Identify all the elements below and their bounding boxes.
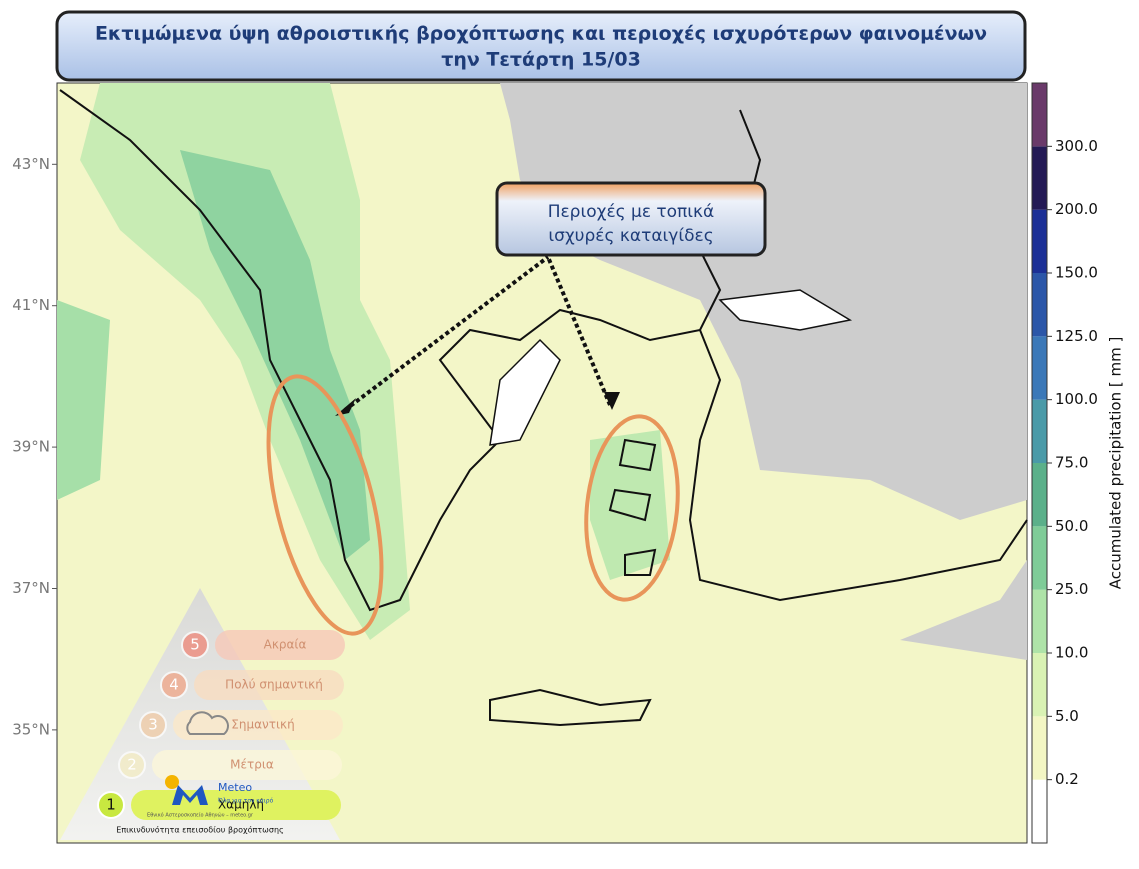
precip-area <box>57 300 110 500</box>
colorbar-tick-label: 150.0 <box>1055 264 1098 282</box>
colorbar-segment <box>1032 336 1047 400</box>
legend-title: Επικινδυνότητα επεισοδίου βροχόπτωσης <box>116 825 283 835</box>
colorbar-segment <box>1032 653 1047 717</box>
risk-legend: 5 Ακραία 4 Πολύ σημαντική 3 Σημαντική 2 Μέτρια 1… <box>60 588 345 840</box>
crete <box>489 688 652 727</box>
colorbar-tick-label: 10.0 <box>1055 644 1088 662</box>
outside-domain <box>900 560 1027 660</box>
colorbar: Accumulated precipitation [ mm ] 0.2 5.0 1… <box>1031 82 1125 844</box>
logo-org: Εθνικό Αστεροσκοπείο Αθηνών – meteo.gr <box>147 812 254 819</box>
colorbar-segment <box>1032 779 1047 843</box>
precip-area <box>180 150 370 560</box>
lat-label: 35°N <box>12 720 50 738</box>
colorbar-tick-label: 300.0 <box>1055 137 1098 155</box>
arrow <box>343 255 612 412</box>
colorbar-segment <box>1032 83 1047 147</box>
level-badge <box>118 751 146 779</box>
level-number: 3 <box>148 716 158 734</box>
level-number: 1 <box>106 796 116 814</box>
colorbar-tick-label: 0.2 <box>1055 770 1079 788</box>
highlight-ellipse <box>266 374 384 636</box>
colorbar-label: Accumulated precipitation [ mm ] <box>1107 337 1125 590</box>
annotation-text: ισχυρές καταιγίδες <box>548 226 713 246</box>
colorbar-tick-label: 200.0 <box>1055 200 1098 218</box>
logo-slogan: Όλα για τον καιρό <box>217 798 274 805</box>
level-badge <box>139 711 167 739</box>
annotation-frame <box>495 181 767 257</box>
level-number: 2 <box>127 756 137 774</box>
title: Εκτιμώμενα ύψη αθροιστικής βροχόπτωσης κ… <box>95 23 987 45</box>
title-frame <box>55 10 1027 82</box>
level-badge <box>181 631 209 659</box>
level-pill <box>173 710 343 740</box>
colorbar-tick-label: 75.0 <box>1055 454 1088 472</box>
title-box: Εκτιμώμενα ύψη αθροιστικής βροχόπτωσης κ… <box>55 10 1027 82</box>
colorbar-tick-label: 5.0 <box>1055 707 1079 725</box>
level-label: Ακραία <box>264 638 307 652</box>
level-pill <box>215 630 345 660</box>
colorbar-segment <box>1032 463 1047 527</box>
level-label: Πολύ σημαντική <box>225 678 323 692</box>
latitude-axis: 43°N 41°N 39°N 37°N 35°N <box>12 155 57 738</box>
colorbar-segment <box>1032 399 1047 463</box>
colorbar-segment <box>1032 209 1047 273</box>
colorbar-tick-label: 100.0 <box>1055 390 1098 408</box>
highlight-ellipse <box>584 414 680 602</box>
level-badge <box>97 791 125 819</box>
logo-mark <box>172 785 208 805</box>
colorbar-segment <box>1032 526 1047 590</box>
colorbar-segment <box>1032 146 1047 210</box>
colorbar-tick-label: 25.0 <box>1055 580 1088 598</box>
lat-label: 41°N <box>12 296 50 314</box>
colorbar-tick-label: 50.0 <box>1055 517 1088 535</box>
level-number: 5 <box>190 636 200 654</box>
evia-gulf <box>489 338 561 446</box>
level-pill <box>194 670 344 700</box>
level-label: Σημαντική <box>231 718 294 732</box>
annotation-text: Περιοχές με τοπικά <box>548 202 715 222</box>
colorbar-segment <box>1032 716 1047 780</box>
level-number: 4 <box>169 676 179 694</box>
title: την Τετάρτη 15/03 <box>441 49 641 71</box>
level-pill <box>152 750 342 780</box>
level-badge <box>160 671 188 699</box>
logo-name: Meteo <box>218 781 252 794</box>
levels: 5 Ακραία 4 Πολύ σημαντική 3 Σημαντική 2 Μέτρια 1… <box>97 630 345 820</box>
rain-icon <box>186 711 229 735</box>
sea-of-marmara <box>718 289 853 331</box>
colorbar-segment <box>1032 589 1047 653</box>
lat-label: 43°N <box>12 155 50 173</box>
annotation: Περιοχές με τοπικά ισχυρές καταιγίδες <box>495 181 767 257</box>
coastline <box>688 329 1028 602</box>
lat-label: 39°N <box>12 438 50 456</box>
level-label: Χαμηλή <box>218 798 264 812</box>
colorbar-tick-label: 125.0 <box>1055 327 1098 345</box>
level-label: Μέτρια <box>230 758 274 772</box>
level-pill <box>131 790 341 820</box>
lat-label: 37°N <box>12 579 50 597</box>
colorbar-segment <box>1032 273 1047 337</box>
islands <box>608 438 657 576</box>
logo-sun <box>165 775 179 789</box>
